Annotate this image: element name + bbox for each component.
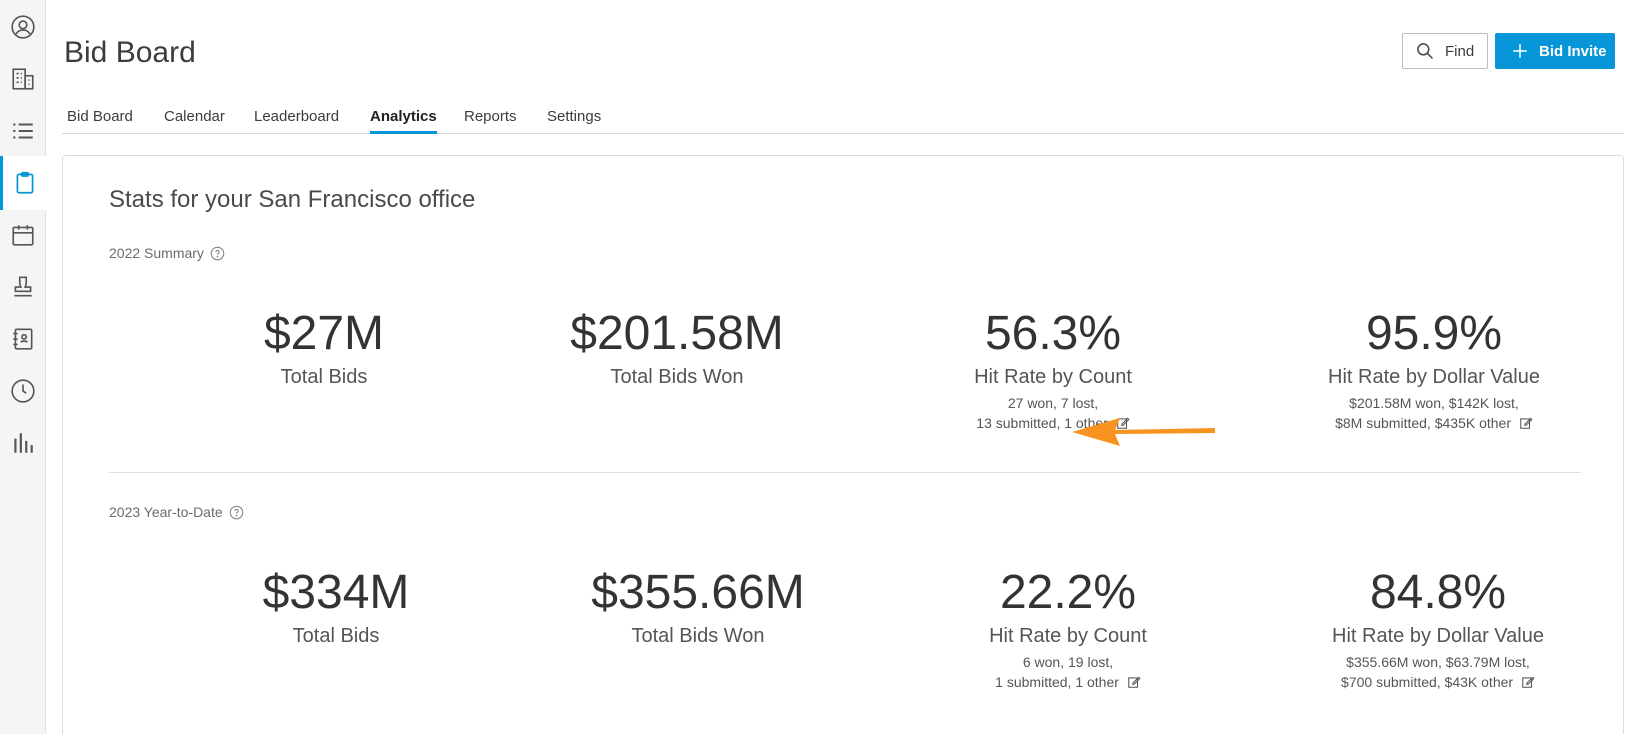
stat-label: Hit Rate by Count <box>974 366 1132 388</box>
section-label-text: 2022 Summary <box>109 245 204 261</box>
rail-item-list[interactable] <box>0 104 46 158</box>
edit-icon[interactable] <box>1127 675 1141 689</box>
stat-hit-rate-count: 56.3% Hit Rate by Count 27 won, 7 lost, … <box>873 306 1233 433</box>
stat-detail-line-1: $355.66M won, $63.79M lost, <box>1346 654 1530 670</box>
clock-icon <box>11 379 35 403</box>
stat-value: $334M <box>262 566 410 619</box>
stat-label: Total Bids <box>280 366 368 388</box>
stat-label: Total Bids <box>292 625 380 647</box>
left-nav-rail <box>0 0 46 734</box>
help-icon[interactable] <box>210 246 225 261</box>
help-icon[interactable] <box>229 505 244 520</box>
edit-icon[interactable] <box>1521 675 1535 689</box>
rail-item-profile[interactable] <box>0 0 46 54</box>
stat-value: $27M <box>263 307 385 360</box>
stat-detail-text: 1 submitted, 1 other <box>995 674 1119 690</box>
stat-detail-line-2: $700 submitted, $43K other <box>1258 672 1618 692</box>
stat-hit-rate-dollar: 95.9% Hit Rate by Dollar Value $201.58M … <box>1254 306 1614 433</box>
stat-value: 95.9% <box>1365 307 1503 360</box>
address-book-icon <box>13 328 33 350</box>
stat-hit-rate-dollar: 84.8% Hit Rate by Dollar Value $355.66M … <box>1258 565 1618 692</box>
rail-item-history[interactable] <box>0 364 46 418</box>
plus-icon <box>1513 44 1527 58</box>
find-button[interactable]: Find <box>1402 33 1488 69</box>
stat-label: Hit Rate by Dollar Value <box>1332 625 1544 647</box>
stat-detail-text: $8M submitted, $435K other <box>1335 415 1511 431</box>
stat-label: Total Bids Won <box>631 625 765 647</box>
stat-value: 56.3% <box>984 307 1122 360</box>
stat-detail-text: $700 submitted, $43K other <box>1341 674 1514 690</box>
tab-bar: Bid Board Calendar Leaderboard Analytics… <box>62 104 1624 134</box>
section-label-2023: 2023 Year-to-Date <box>109 504 244 520</box>
user-circle-icon <box>11 15 35 39</box>
tab-calendar[interactable]: Calendar <box>164 108 225 125</box>
stat-detail-line-1: $201.58M won, $142K lost, <box>1349 395 1519 411</box>
rail-item-directory[interactable] <box>0 312 46 366</box>
section-divider <box>109 472 1581 473</box>
building-icon <box>12 68 34 90</box>
stat-label: Hit Rate by Count <box>989 625 1147 647</box>
rail-item-bid-board[interactable] <box>0 156 46 210</box>
section-label-2022: 2022 Summary <box>109 245 225 261</box>
rail-item-approvals[interactable] <box>0 260 46 314</box>
stat-total-bids-won: $355.66M Total Bids Won <box>518 565 878 648</box>
tab-settings[interactable]: Settings <box>547 108 602 125</box>
stat-label: Total Bids Won <box>610 366 744 388</box>
stat-value: $355.66M <box>591 566 805 619</box>
stat-total-bids: $27M Total Bids <box>144 306 504 389</box>
stat-total-bids-won: $201.58M Total Bids Won <box>497 306 857 389</box>
stat-value: $201.58M <box>570 307 784 360</box>
rail-item-companies[interactable] <box>0 52 46 106</box>
stats-title: Stats for your San Francisco office <box>109 186 476 213</box>
bid-invite-button-label: Bid Invite <box>1539 42 1607 60</box>
stamp-icon <box>14 276 32 297</box>
bar-chart-icon <box>14 433 33 453</box>
rail-item-analytics[interactable] <box>0 416 46 470</box>
rail-item-calendar[interactable] <box>0 208 46 262</box>
list-icon <box>13 123 33 139</box>
tab-analytics[interactable]: Analytics <box>370 108 437 134</box>
tab-leaderboard[interactable]: Leaderboard <box>254 108 340 125</box>
stat-label: Hit Rate by Dollar Value <box>1328 366 1540 388</box>
stat-detail-line-1: 6 won, 19 lost, <box>1022 654 1114 670</box>
clipboard-icon <box>16 171 33 194</box>
bid-invite-button[interactable]: Bid Invite <box>1495 33 1615 69</box>
tab-bid-board[interactable]: Bid Board <box>67 108 133 125</box>
calendar-icon <box>12 225 34 246</box>
stat-hit-rate-count: 22.2% Hit Rate by Count 6 won, 19 lost, … <box>888 565 1248 692</box>
stat-detail-line-2: $8M submitted, $435K other <box>1254 413 1614 433</box>
search-icon <box>1417 43 1434 60</box>
edit-icon[interactable] <box>1519 416 1533 430</box>
stat-value: 84.8% <box>1369 566 1507 619</box>
stat-value: 22.2% <box>999 566 1137 619</box>
tab-reports[interactable]: Reports <box>464 108 517 125</box>
find-button-label: Find <box>1445 42 1475 60</box>
section-label-text: 2023 Year-to-Date <box>109 504 223 520</box>
stats-card: Stats for your San Francisco office 2022… <box>62 155 1624 734</box>
page-title: Bid Board <box>64 36 196 69</box>
stat-detail-line-2: 1 submitted, 1 other <box>888 672 1248 692</box>
stat-total-bids: $334M Total Bids <box>156 565 516 648</box>
stat-detail-line-1: 27 won, 7 lost, <box>1007 395 1099 411</box>
annotation-arrow-icon <box>1072 418 1215 446</box>
stat-detail-text: 13 submitted, 1 other <box>976 415 1108 431</box>
